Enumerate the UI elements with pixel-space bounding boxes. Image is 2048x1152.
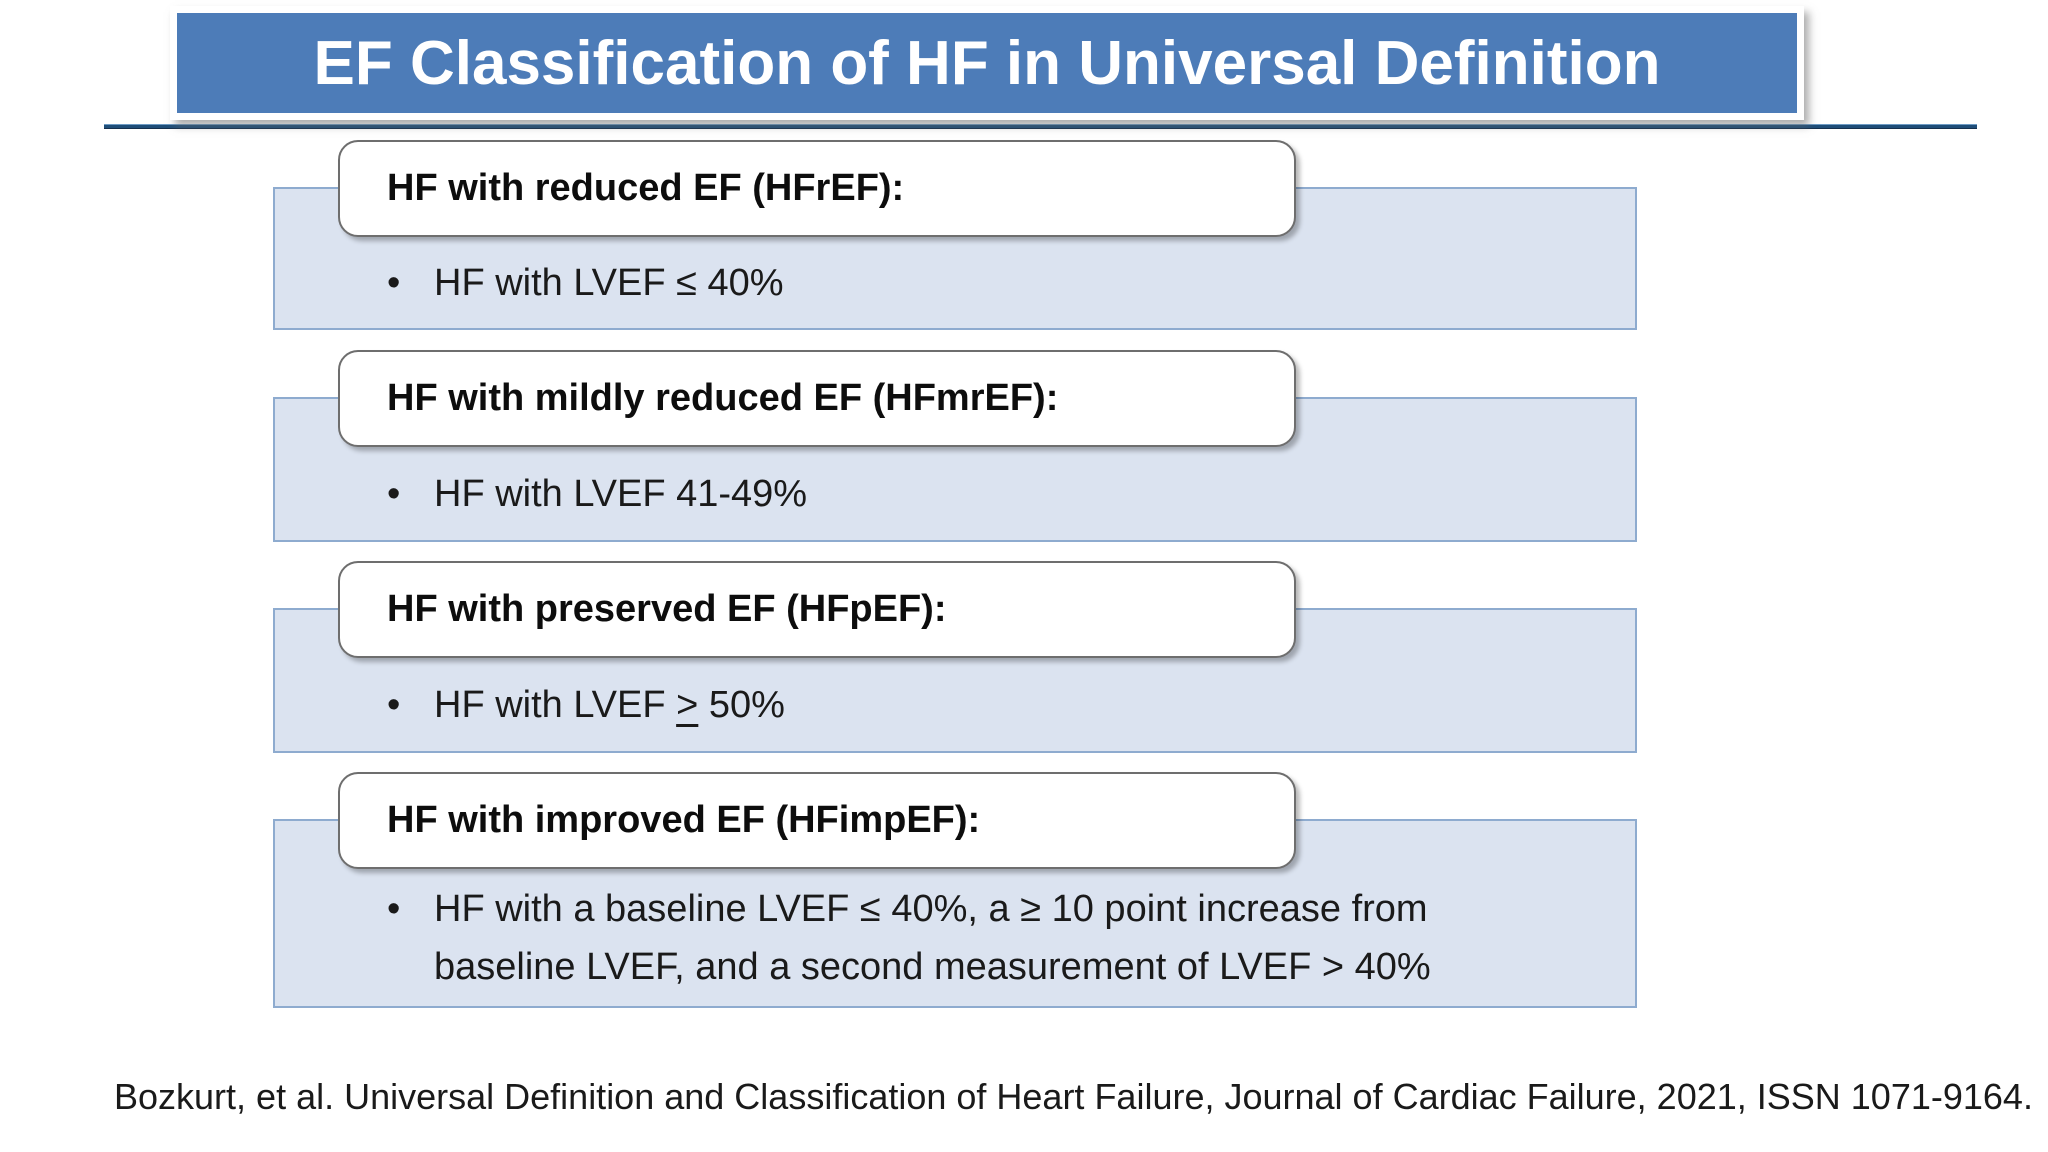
title-banner: EF Classification of HF in Universal Def… [170,6,1804,120]
bullet-text: HF with LVEF > 50% [434,683,785,726]
category-heading: HF with reduced EF (HFrEF): [387,167,905,209]
bullet-list: • HF with LVEF ≤ 40% [387,255,1605,313]
bullet-text: HF with LVEF ≤ 40% [434,261,784,304]
category-heading: HF with mildly reduced EF (HFmrEF): [387,377,1059,419]
bullet-item: • HF with LVEF > 50% [387,677,1605,735]
slide-title: EF Classification of HF in Universal Def… [313,28,1661,98]
bullet-list: • HF with a baseline LVEF ≤ 40%, a ≥ 10 p… [387,881,1605,997]
category-heading: HF with preserved EF (HFpEF): [387,588,947,630]
divider-line [104,124,1977,129]
bullet-glyph: • [387,261,401,304]
bullet-glyph: • [387,472,401,515]
bullet-list: • HF with LVEF 41-49% [387,466,1605,524]
bullet-glyph: • [387,683,401,726]
bullet-list: • HF with LVEF > 50% [387,677,1605,735]
category-header: HF with mildly reduced EF (HFmrEF): [338,350,1296,447]
bullet-text: HF with LVEF 41-49% [434,472,808,515]
category-header: HF with preserved EF (HFpEF): [338,561,1296,658]
category-heading: HF with improved EF (HFimpEF): [387,799,981,841]
bullet-item: • HF with LVEF 41-49% [387,466,1605,524]
citation-text: Bozkurt, et al. Universal Definition and… [114,1076,2033,1117]
bullet-item: • HF with a baseline LVEF ≤ 40%, a ≥ 10 p… [387,881,1605,997]
bullet-text: HF with a baseline LVEF ≤ 40%, a ≥ 10 po… [434,887,1431,988]
category-header: HF with improved EF (HFimpEF): [338,772,1296,869]
category-header: HF with reduced EF (HFrEF): [338,140,1296,237]
bullet-item: • HF with LVEF ≤ 40% [387,255,1605,313]
bullet-glyph: • [387,887,401,930]
